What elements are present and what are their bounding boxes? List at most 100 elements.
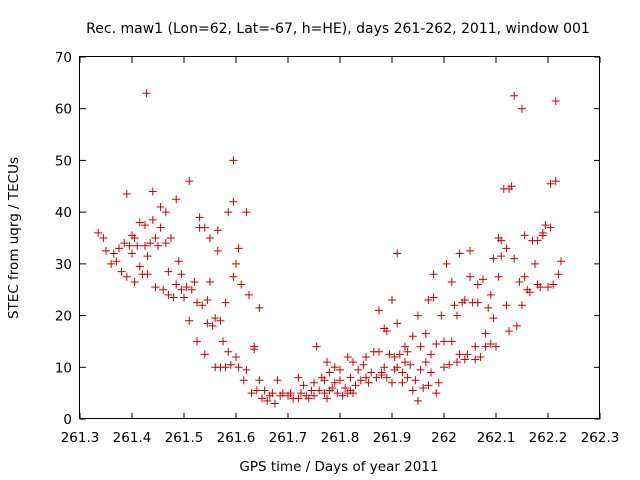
data-point (239, 376, 248, 385)
data-point (135, 262, 144, 271)
data-point (393, 363, 402, 372)
data-point (398, 378, 407, 387)
data-point (213, 226, 222, 235)
data-point (255, 376, 264, 385)
data-point (99, 234, 108, 242)
data-point (492, 342, 500, 351)
data-point (323, 358, 331, 367)
data-point (310, 378, 318, 387)
data-point (330, 378, 339, 387)
data-point (349, 358, 357, 367)
data-point (442, 259, 451, 268)
data-point (310, 391, 318, 400)
data-point (505, 327, 513, 336)
x-axis-label: GPS time / Days of year 2011 (239, 459, 438, 475)
data-point (429, 293, 438, 302)
data-point (414, 311, 422, 320)
data-point (434, 378, 443, 387)
data-point (200, 223, 209, 232)
data-point (554, 270, 563, 279)
data-point (473, 298, 482, 307)
data-point (232, 352, 240, 361)
data-point (304, 394, 313, 403)
data-point (211, 314, 220, 323)
data-point (172, 195, 181, 204)
data-point (382, 327, 391, 336)
data-point (115, 244, 123, 253)
x-tick-label: 261.5 (165, 430, 204, 446)
data-point (455, 350, 464, 359)
data-point (237, 280, 246, 289)
data-point (507, 182, 516, 191)
y-axis: 0 10 20 30 40 50 60 70 (55, 50, 600, 428)
data-point (432, 389, 441, 398)
data-point (349, 389, 357, 398)
data-point (107, 259, 116, 268)
data-point (109, 249, 118, 258)
data-point (510, 91, 519, 100)
data-point (185, 177, 194, 186)
data-point (408, 386, 417, 395)
data-point (440, 363, 448, 372)
data-point (367, 368, 376, 377)
data-point (193, 337, 201, 346)
data-point (323, 394, 331, 403)
data-point (142, 89, 151, 98)
data-point (263, 396, 272, 405)
data-point (427, 368, 435, 377)
data-point (437, 311, 446, 320)
data-point (141, 241, 149, 250)
data-point (161, 208, 170, 217)
data-point (164, 290, 173, 299)
data-point (307, 386, 316, 395)
data-point (180, 293, 188, 302)
data-point (193, 298, 201, 307)
data-point (382, 373, 391, 382)
data-series-stec (94, 89, 565, 408)
data-point (224, 208, 233, 217)
data-point (206, 234, 214, 242)
data-point (146, 239, 155, 248)
data-point (385, 350, 394, 359)
data-point (421, 329, 430, 338)
data-point (411, 376, 420, 385)
x-tick-label: 261.6 (217, 430, 256, 446)
data-point (375, 306, 383, 315)
data-point (546, 179, 555, 188)
data-point (258, 394, 266, 403)
data-point (177, 270, 186, 279)
data-point (143, 252, 152, 261)
data-point (393, 319, 402, 328)
data-point (525, 288, 534, 297)
data-point (460, 296, 469, 305)
data-point (546, 223, 555, 232)
data-point (401, 358, 409, 367)
data-point (484, 303, 493, 312)
data-point (520, 231, 529, 240)
data-point (247, 389, 256, 398)
data-point (336, 376, 344, 385)
y-tick-label: 20 (55, 309, 72, 325)
data-point (362, 373, 370, 382)
data-point (148, 187, 157, 196)
data-point (403, 347, 412, 356)
data-point (242, 365, 251, 374)
data-point (471, 342, 480, 351)
data-point (234, 363, 243, 372)
data-point (203, 296, 212, 305)
data-point (497, 236, 506, 245)
data-point (481, 342, 490, 351)
data-point (122, 190, 131, 199)
x-tick-label: 261.9 (373, 430, 412, 446)
y-tick-label: 40 (55, 205, 72, 221)
data-point (229, 197, 238, 206)
x-tick-label: 261.3 (61, 430, 100, 446)
data-point (502, 244, 511, 253)
x-tick-label: 261.4 (113, 430, 152, 446)
data-point (346, 373, 355, 382)
data-point (531, 259, 539, 268)
data-point (427, 350, 435, 359)
data-point (278, 389, 287, 398)
data-point (208, 321, 217, 330)
data-point (502, 301, 511, 310)
